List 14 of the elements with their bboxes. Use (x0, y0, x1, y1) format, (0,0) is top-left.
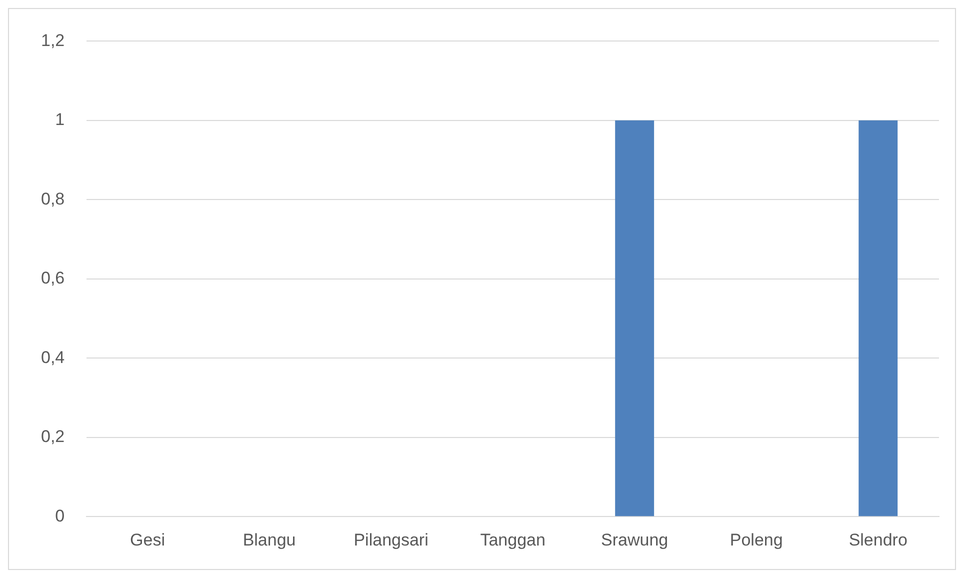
x-tick-label: Gesi (130, 530, 165, 550)
y-tick-label: 0,8 (40, 189, 65, 208)
y-tick-label: 0 (55, 506, 65, 526)
y-tick-label: 0,4 (40, 348, 65, 367)
x-tick-label: Srawung (601, 530, 668, 550)
y-tick-label: 0,6 (40, 268, 65, 288)
x-tick-label: Tanggan (480, 530, 546, 550)
x-tick-label: Blangu (242, 530, 296, 550)
y-tick-label: 1,2 (40, 30, 65, 50)
x-tick-label: Poleng (730, 530, 783, 550)
x-tick-label: Slendro (848, 530, 908, 550)
y-tick-label: 0,2 (40, 427, 65, 446)
y-tick-label: 1 (55, 110, 65, 130)
x-tick-label: Pilangsari (354, 530, 428, 550)
